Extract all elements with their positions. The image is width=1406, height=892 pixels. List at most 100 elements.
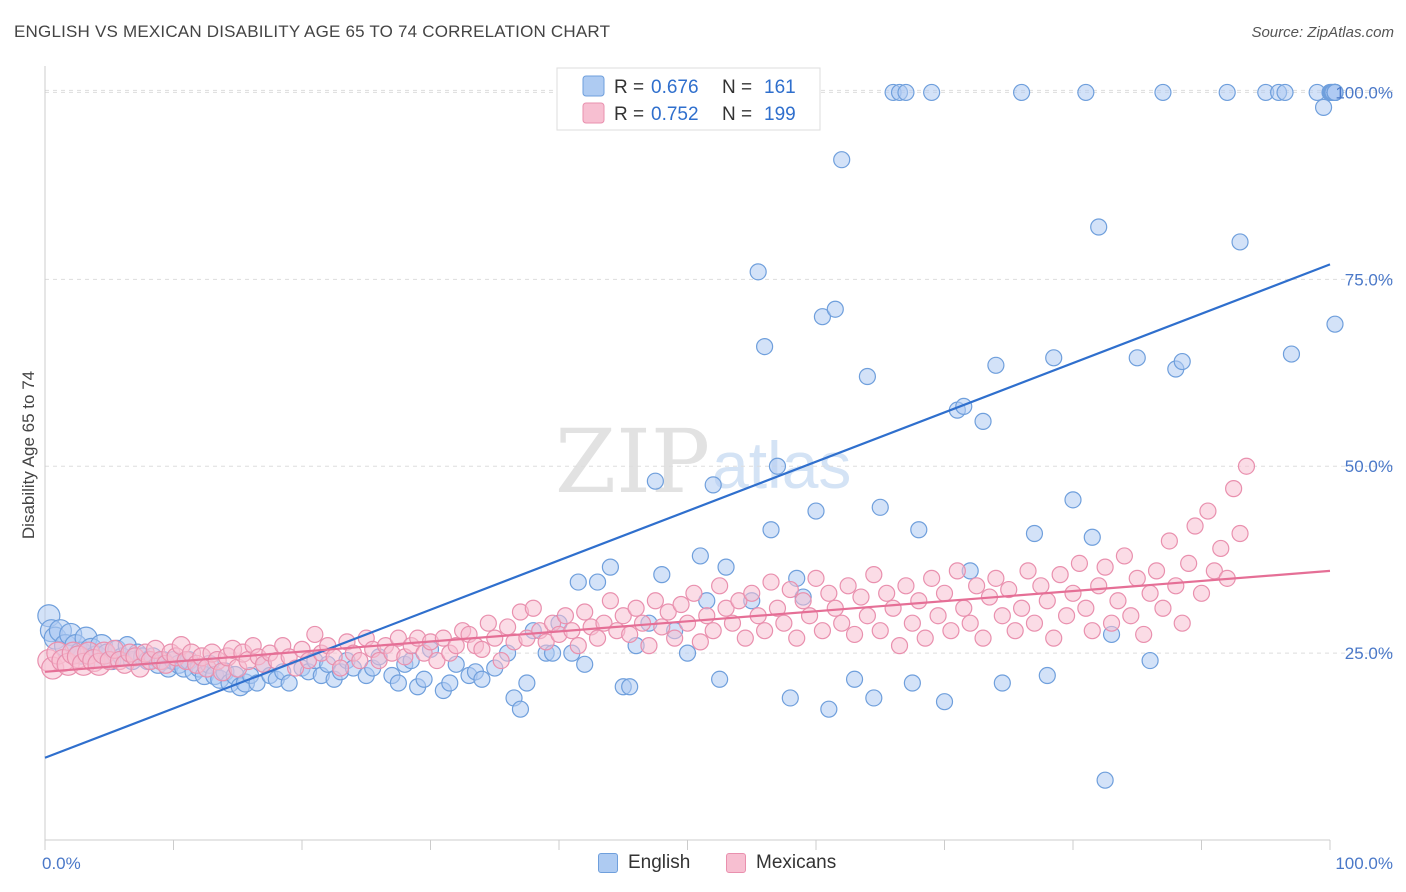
y-tick-label: 100.0%: [1335, 83, 1393, 102]
mexican-point: [781, 580, 799, 599]
y-tick-label: 75.0%: [1345, 270, 1393, 289]
mexican-point: [794, 592, 812, 610]
mexican-point: [878, 584, 896, 602]
mexican-point: [1237, 457, 1256, 475]
mexican-point: [537, 633, 555, 651]
mexican-trend-line: [44, 569, 1331, 673]
mexican-point: [588, 629, 607, 647]
english-point: [518, 674, 536, 692]
mexican-point: [1225, 480, 1243, 498]
english-point: [1012, 83, 1031, 102]
mexican-point: [672, 595, 690, 614]
english-point: [1326, 315, 1344, 333]
mexican-point: [929, 607, 947, 625]
english-point: [865, 689, 883, 707]
english-point: [1326, 83, 1344, 102]
mexican-point: [614, 607, 632, 625]
mexican-point: [1012, 599, 1031, 617]
mexican-point: [389, 629, 407, 647]
mexican-point: [903, 614, 921, 632]
mexican-point: [987, 569, 1005, 587]
mexican-point: [479, 614, 497, 632]
english-point: [646, 472, 664, 490]
source-label: Source: ZipAtlas.com: [1251, 24, 1394, 41]
mexican-point: [711, 577, 729, 595]
english-point: [923, 83, 941, 102]
legend-english-r-value: 0.676: [651, 77, 699, 98]
mexican-point: [473, 640, 491, 658]
bottom-legend-mexicans-label: Mexicans: [756, 852, 837, 873]
mexican-point: [1173, 614, 1191, 632]
english-point: [1077, 83, 1095, 102]
bottom-legend-english: English: [598, 852, 690, 874]
english-point: [897, 83, 915, 102]
english-point: [858, 367, 877, 386]
mexican-point: [685, 584, 703, 602]
mexican-point: [627, 599, 645, 617]
mexican-point: [1045, 629, 1063, 647]
mexican-point: [653, 618, 671, 636]
english-point: [711, 670, 729, 688]
mexican-point: [865, 566, 883, 584]
legend-english-swatch: [582, 75, 605, 97]
mexican-point: [1109, 592, 1127, 610]
mexican-point: [923, 569, 941, 587]
bottom-legend-mexicans-swatch: [726, 853, 746, 873]
english-point: [833, 151, 851, 169]
y-tick-label: 50.0%: [1345, 457, 1393, 476]
mexican-point: [576, 603, 594, 621]
mexican-point: [704, 622, 722, 640]
mexican-point: [1167, 577, 1185, 595]
mexican-point: [1160, 532, 1178, 550]
english-point: [511, 700, 530, 718]
mexican-point: [730, 592, 748, 610]
mexican-point: [659, 603, 677, 621]
english-point: [1314, 98, 1333, 116]
english-point: [781, 689, 799, 707]
mexican-point: [1231, 524, 1249, 543]
mexican-point: [890, 637, 909, 655]
mexican-point: [974, 629, 992, 647]
mexican-point: [1057, 607, 1076, 625]
mexican-point: [788, 629, 806, 647]
mexican-point: [1212, 539, 1230, 558]
mexican-point: [331, 659, 350, 677]
english-point: [1038, 666, 1056, 685]
mexican-point: [736, 629, 754, 647]
mexican-point: [486, 629, 504, 647]
english-point: [717, 558, 735, 576]
bottom-legend-mexicans: Mexicans: [726, 852, 836, 874]
english-point: [280, 674, 298, 692]
english-point: [415, 670, 433, 688]
english-point: [1141, 651, 1159, 670]
mexican-point: [955, 599, 973, 617]
mexican-point: [1186, 517, 1204, 535]
english-point: [569, 573, 587, 591]
mexican-point: [1115, 547, 1134, 565]
watermark-zip: ZIP: [555, 410, 710, 513]
mexican-point: [621, 625, 639, 644]
x-tick-label: 0.0%: [42, 854, 81, 873]
chart-title: ENGLISH VS MEXICAN DISABILITY AGE 65 TO …: [14, 22, 611, 41]
mexican-point: [524, 599, 542, 617]
english-point: [576, 655, 594, 673]
mexican-point: [807, 569, 825, 587]
bottom-legend: English Mexicans: [0, 852, 1406, 878]
english-point: [653, 566, 671, 584]
mexican-point: [601, 592, 620, 610]
mexican-point: [1102, 614, 1121, 632]
mexican-point: [428, 651, 446, 670]
english-point: [1045, 349, 1063, 367]
english-point: [987, 356, 1005, 374]
mexican-point: [762, 573, 780, 591]
mexican-point: [1070, 554, 1089, 572]
english-point: [1173, 352, 1191, 371]
trend-lines: [44, 263, 1331, 759]
english-point: [678, 644, 697, 662]
mexican-point: [646, 592, 664, 610]
mexican-point: [839, 577, 857, 595]
english-trend-line: [44, 263, 1331, 759]
bottom-legend-english-swatch: [598, 853, 618, 873]
mexican-point: [1096, 558, 1114, 576]
english-point: [1064, 491, 1082, 509]
